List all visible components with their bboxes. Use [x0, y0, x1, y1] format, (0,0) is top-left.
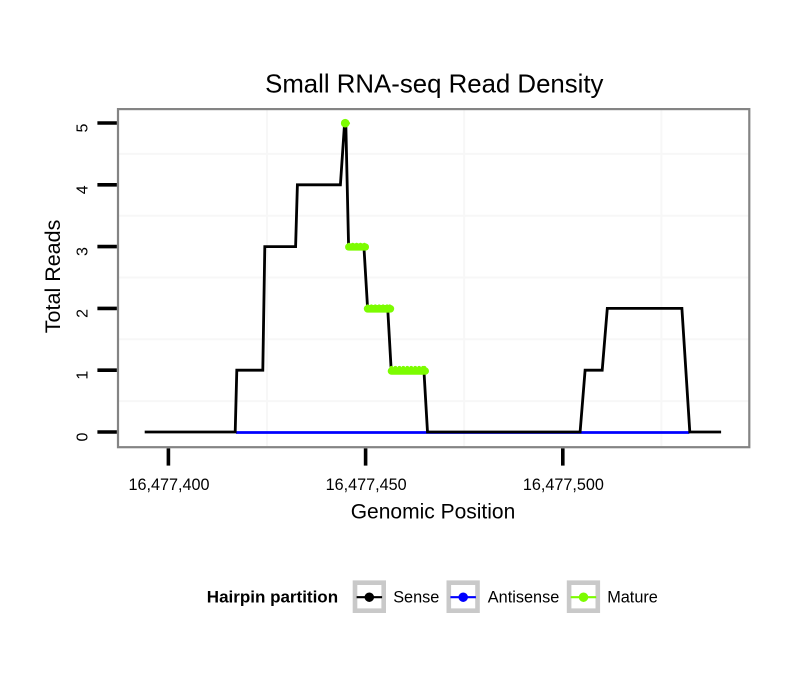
svg-text:3: 3	[75, 247, 92, 256]
svg-text:0: 0	[75, 432, 92, 441]
svg-text:16,477,500: 16,477,500	[523, 476, 604, 494]
svg-text:1: 1	[75, 371, 92, 380]
svg-text:Total Reads: Total Reads	[41, 220, 65, 334]
svg-text:Mature: Mature	[607, 589, 658, 607]
svg-text:Small RNA-seq Read Density: Small RNA-seq Read Density	[265, 70, 603, 98]
svg-text:4: 4	[75, 185, 92, 194]
svg-text:Sense: Sense	[393, 589, 439, 607]
svg-text:Hairpin partition: Hairpin partition	[207, 588, 338, 607]
svg-text:16,477,450: 16,477,450	[326, 476, 407, 494]
svg-text:Genomic Position: Genomic Position	[351, 501, 516, 524]
svg-text:2: 2	[75, 309, 92, 318]
svg-text:5: 5	[75, 123, 92, 132]
svg-text:Antisense: Antisense	[488, 589, 560, 607]
svg-text:16,477,400: 16,477,400	[128, 476, 209, 494]
